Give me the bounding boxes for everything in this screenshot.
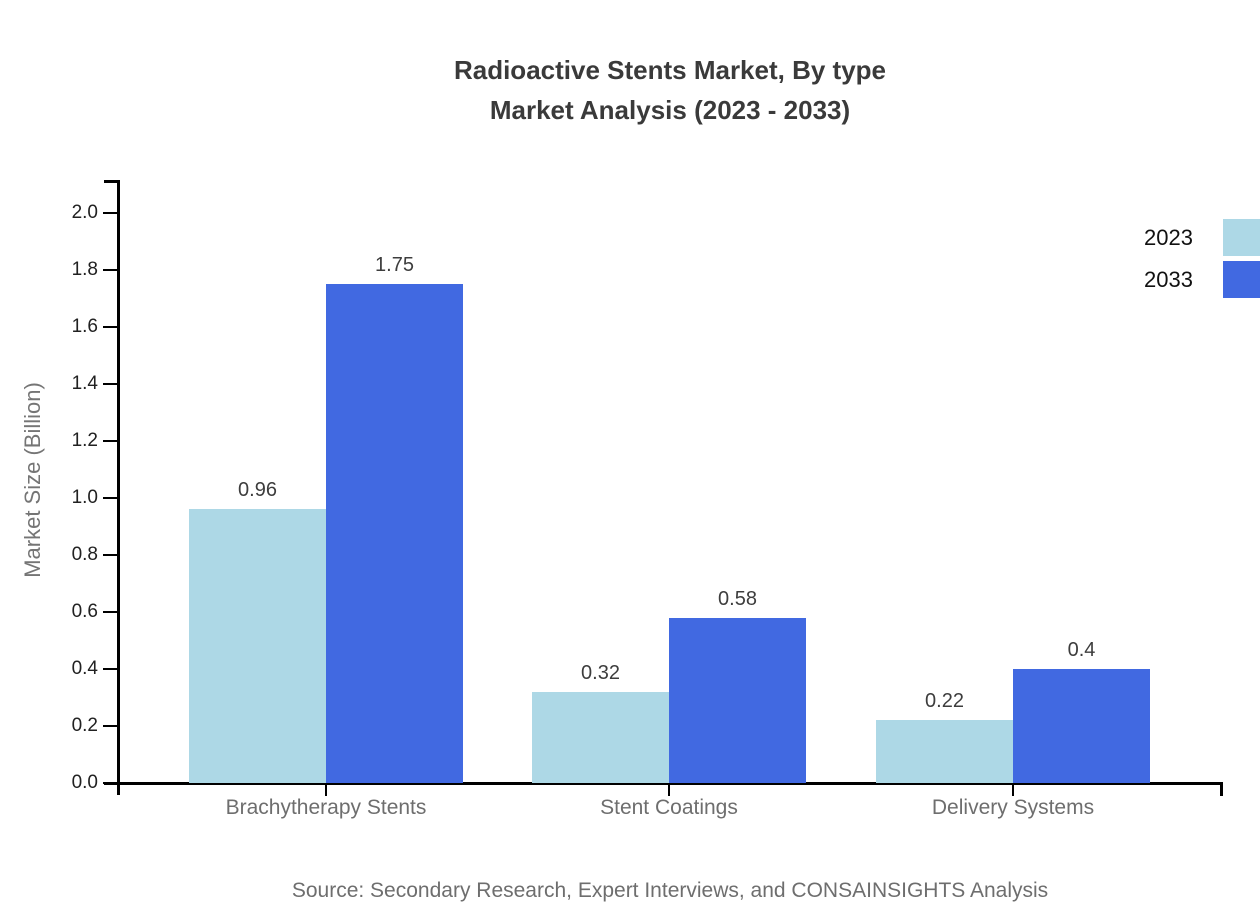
y-tick-label: 1.2 bbox=[71, 430, 98, 451]
y-tick bbox=[103, 724, 118, 728]
y-tick bbox=[103, 781, 118, 785]
x-tick bbox=[1011, 783, 1015, 796]
y-tick-label: 0.2 bbox=[71, 715, 98, 736]
x-tick bbox=[324, 783, 328, 796]
category-label: Stent Coatings bbox=[600, 796, 738, 819]
y-tick-label: 0.8 bbox=[71, 544, 98, 565]
bar-value-label: 0.4 bbox=[1067, 639, 1096, 661]
y-axis-top-cap-tick bbox=[104, 180, 119, 183]
y-tick bbox=[103, 496, 118, 500]
category-label: Delivery Systems bbox=[931, 796, 1095, 819]
bar-2023 bbox=[876, 720, 1013, 783]
y-tick bbox=[103, 382, 118, 386]
chart-title-line-2: Market Analysis (2023 - 2033) bbox=[489, 95, 851, 125]
legend-item-2033: 2033 bbox=[1144, 261, 1260, 298]
legend-label-2023: 2023 bbox=[1144, 224, 1193, 250]
y-tick-label: 2.0 bbox=[71, 202, 98, 223]
bar-2033 bbox=[1013, 669, 1150, 783]
legend-swatch-2033-icon bbox=[1223, 261, 1260, 298]
legend-item-2023: 2023 bbox=[1144, 219, 1260, 256]
bar-value-label: 0.58 bbox=[718, 587, 757, 610]
bar-value-label: 0.22 bbox=[925, 690, 964, 713]
y-tick-label: 0.0 bbox=[71, 772, 98, 793]
x-axis-line bbox=[104, 782, 1222, 785]
y-tick-label: 1.8 bbox=[71, 259, 98, 280]
y-tick-label: 1.6 bbox=[71, 316, 98, 337]
y-tick bbox=[103, 439, 118, 443]
y-tick-label: 0.4 bbox=[71, 658, 98, 679]
bar-value-label: 0.96 bbox=[238, 479, 277, 502]
y-tick bbox=[103, 268, 118, 272]
category-label: Brachytherapy Stents bbox=[225, 796, 427, 819]
x-axis-right-cap-tick bbox=[1220, 782, 1223, 796]
y-tick bbox=[103, 553, 118, 557]
bar-2033 bbox=[326, 284, 463, 783]
chart-title-line-1: Radioactive Stents Market, By type bbox=[453, 55, 887, 85]
bar-2023 bbox=[189, 509, 326, 783]
y-tick-label: 0.6 bbox=[71, 601, 98, 622]
y-tick bbox=[103, 667, 118, 671]
bar-value-label: 1.75 bbox=[375, 254, 414, 277]
y-tick bbox=[103, 211, 118, 215]
source-attribution: Source: Secondary Research, Expert Inter… bbox=[291, 879, 1049, 902]
x-tick bbox=[667, 783, 671, 796]
y-tick-label: 1.4 bbox=[71, 373, 98, 394]
legend: 2023 2033 bbox=[1144, 219, 1260, 303]
bar-2023 bbox=[532, 691, 669, 783]
y-tick-label: 1.0 bbox=[71, 487, 98, 508]
y-tick bbox=[103, 325, 118, 329]
bar-value-label: 0.32 bbox=[581, 661, 620, 684]
y-axis-line bbox=[117, 180, 120, 795]
legend-label-2033: 2033 bbox=[1144, 266, 1193, 292]
bar-2033 bbox=[669, 617, 806, 783]
y-tick bbox=[103, 610, 118, 614]
legend-swatch-2023-icon bbox=[1223, 219, 1260, 256]
